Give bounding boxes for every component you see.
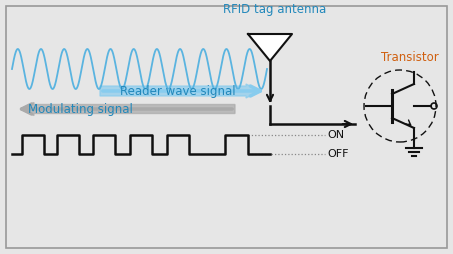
Text: Modulating signal: Modulating signal bbox=[28, 103, 132, 116]
Text: Transistor: Transistor bbox=[381, 51, 439, 64]
FancyArrow shape bbox=[100, 84, 260, 98]
Text: ON: ON bbox=[327, 130, 344, 140]
Text: Reader wave signal: Reader wave signal bbox=[120, 86, 236, 99]
Text: RFID tag antenna: RFID tag antenna bbox=[223, 3, 327, 16]
Text: OFF: OFF bbox=[327, 149, 348, 159]
FancyArrow shape bbox=[20, 103, 235, 116]
Polygon shape bbox=[248, 34, 292, 61]
